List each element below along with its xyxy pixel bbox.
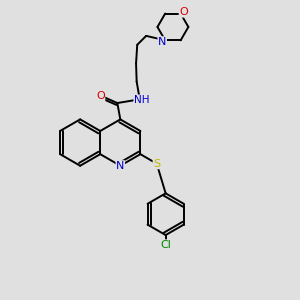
Text: N: N [158, 37, 166, 47]
Text: S: S [153, 159, 160, 169]
Text: N: N [116, 161, 124, 171]
Text: Cl: Cl [160, 240, 171, 250]
Text: O: O [96, 91, 105, 100]
Text: O: O [179, 7, 188, 17]
Text: NH: NH [134, 95, 149, 105]
